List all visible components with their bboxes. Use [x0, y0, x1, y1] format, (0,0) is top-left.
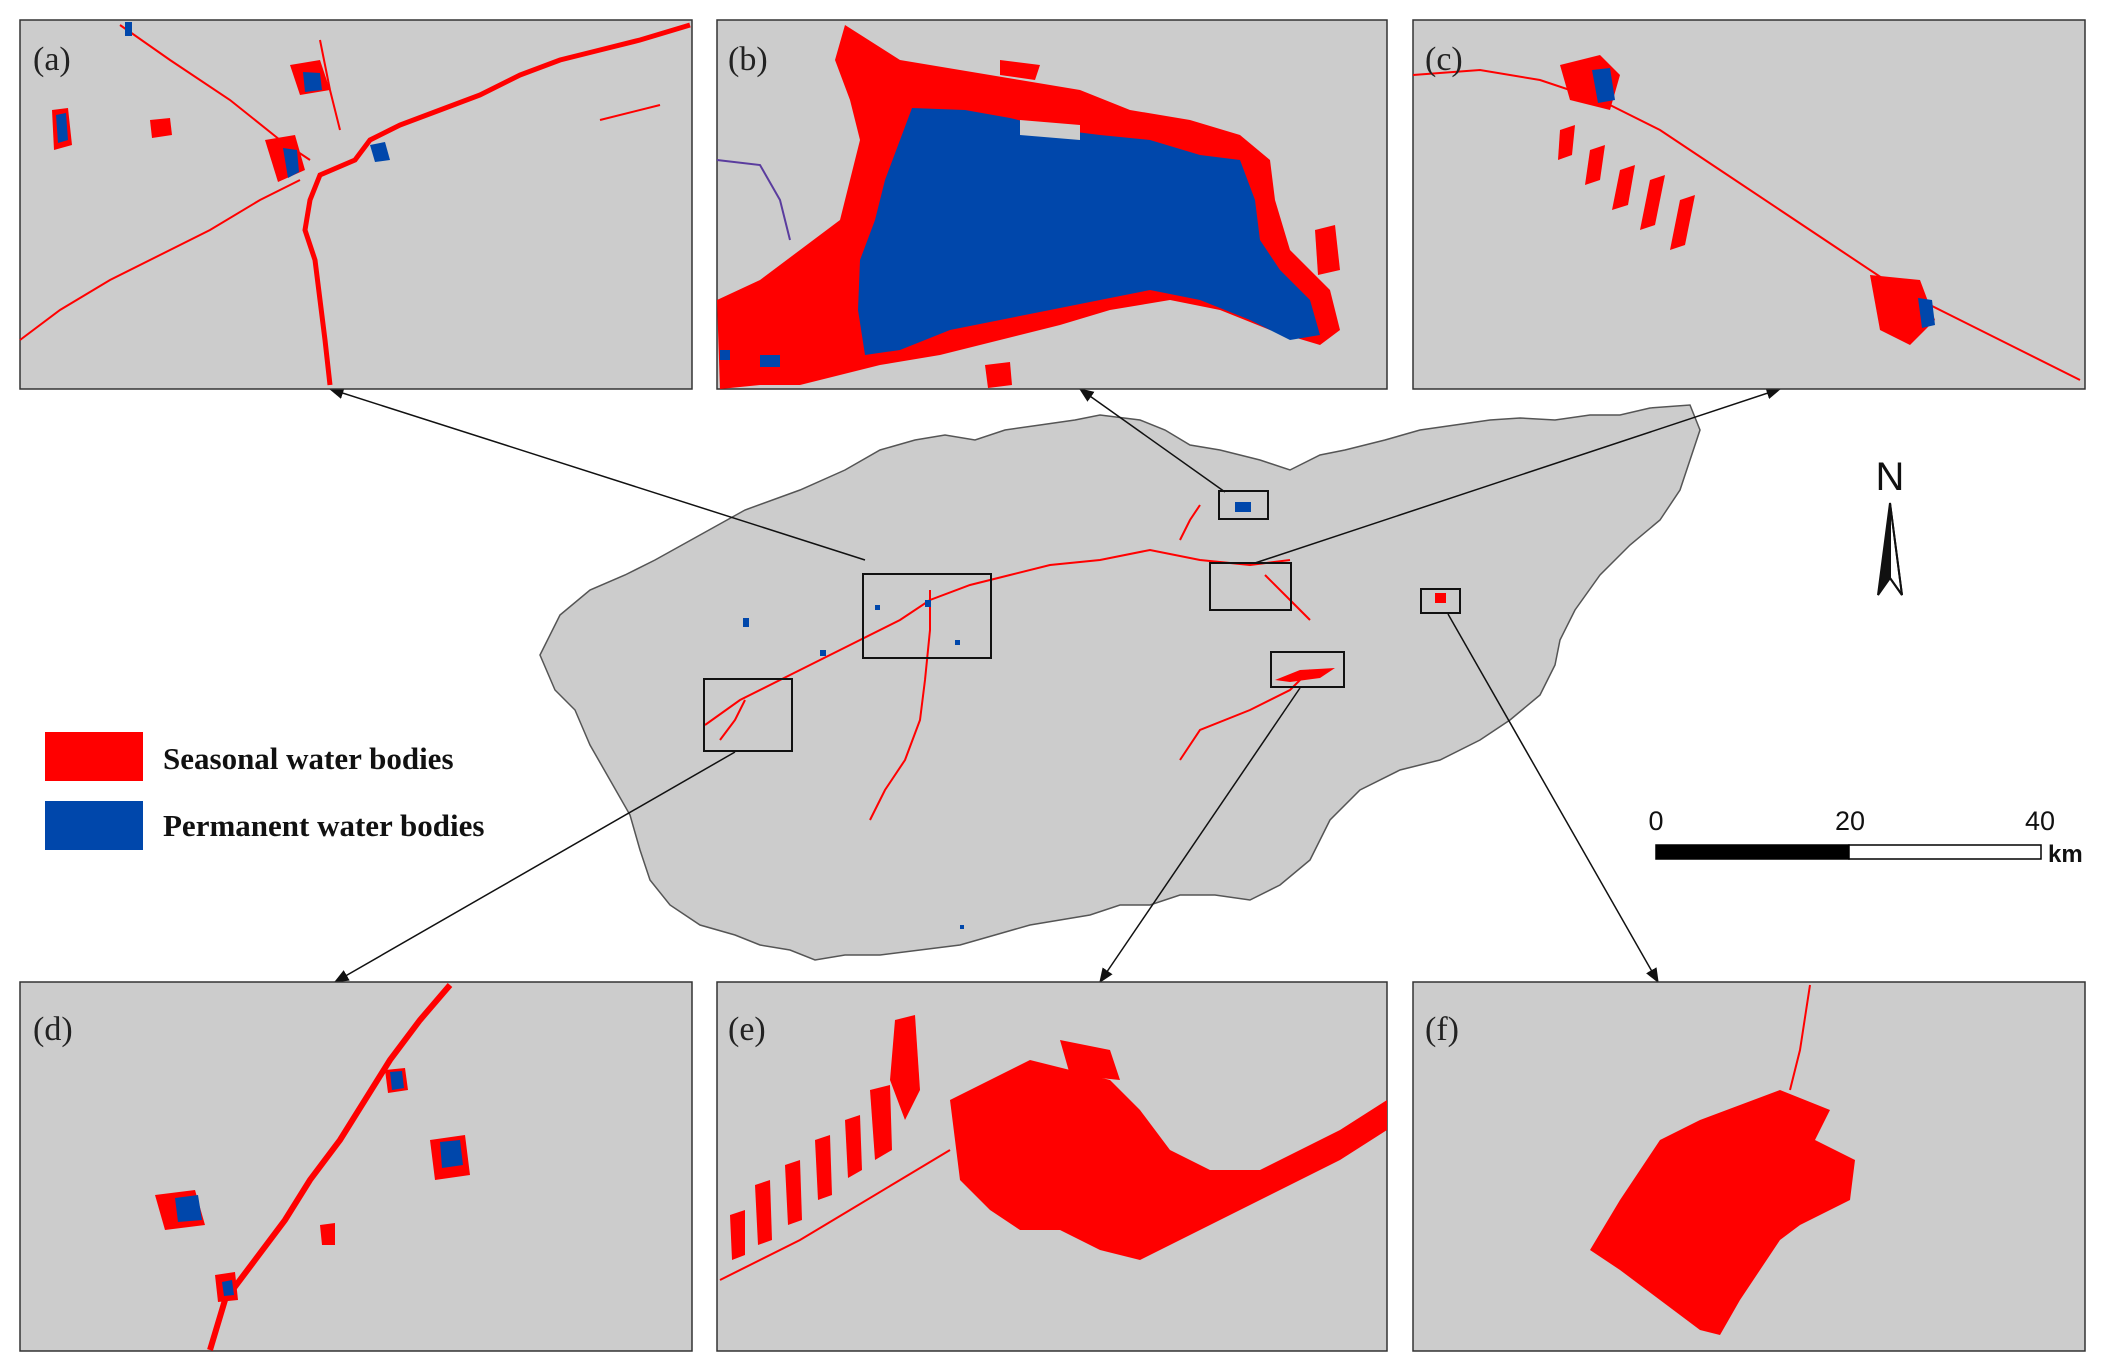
connector-arrow-b — [1078, 388, 1226, 493]
scale-tick-0: 0 — [1648, 806, 1663, 836]
main-map-seasonal-patch-e — [1275, 668, 1335, 682]
north-arrow: N — [1876, 455, 1905, 596]
legend-label-seasonal: Seasonal water bodies — [163, 741, 454, 776]
north-label: N — [1876, 455, 1905, 499]
panel-label-d: (d) — [33, 1011, 73, 1048]
panel-label-c: (c) — [1425, 41, 1463, 78]
locator-boxes — [703, 490, 1461, 752]
connector-arrow-d — [333, 751, 736, 983]
inset-panel-b: (b) — [716, 19, 1388, 390]
main-map-rivers — [704, 504, 1311, 821]
study-area-map — [539, 404, 1701, 961]
locator-box-d — [703, 678, 793, 752]
main-map-permanent-lakes — [743, 502, 1251, 929]
panel-label-b: (b) — [728, 41, 768, 78]
legend-swatch-permanent — [45, 801, 143, 850]
locator-box-f — [1420, 588, 1461, 614]
connector-arrow-e — [1099, 687, 1301, 984]
scale-tick-20: 20 — [1835, 806, 1865, 836]
scale-segment-white — [1848, 844, 2042, 860]
inset-panel-f: (f) — [1412, 981, 2086, 1352]
locator-box-a — [862, 573, 992, 659]
locator-box-b — [1218, 490, 1269, 520]
legend: Seasonal water bodies Permanent water bo… — [45, 732, 484, 850]
connector-arrow-c — [1254, 387, 1782, 564]
scale-unit: km — [2048, 841, 2083, 868]
locator-box-e — [1270, 651, 1345, 688]
inset-panel-d: (d) — [19, 981, 693, 1352]
study-area-outline — [539, 404, 1701, 961]
locator-box-c — [1209, 562, 1292, 611]
panel-label-e: (e) — [728, 1011, 766, 1048]
legend-swatch-seasonal — [45, 732, 143, 781]
north-arrow-icon — [1877, 502, 1903, 596]
inset-panel-a: (a) — [19, 19, 693, 390]
panel-label-a: (a) — [33, 41, 71, 78]
connector-arrow-f — [1447, 613, 1659, 984]
scale-segment-black — [1655, 844, 1850, 860]
inset-panel-c: (c) — [1412, 19, 2086, 390]
panel-label-f: (f) — [1425, 1011, 1459, 1048]
scale-bar: 0 20 40 km — [1648, 806, 2082, 868]
scale-tick-40: 40 — [2025, 806, 2055, 836]
connector-arrows — [328, 387, 1782, 984]
legend-label-permanent: Permanent water bodies — [163, 808, 484, 843]
main-map-seasonal-patch-f — [1435, 593, 1446, 603]
inset-panel-e: (e) — [716, 981, 1388, 1352]
connector-arrow-a — [328, 387, 866, 561]
